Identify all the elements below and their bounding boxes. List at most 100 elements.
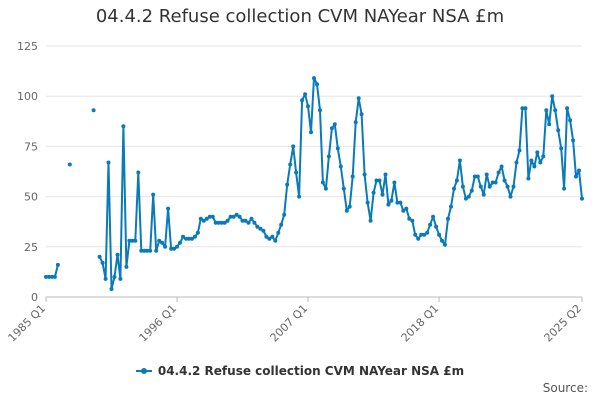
data-point	[288, 162, 293, 167]
data-point	[481, 192, 486, 197]
data-point	[338, 164, 343, 169]
data-point	[181, 234, 185, 239]
data-point	[440, 238, 444, 243]
data-point	[344, 208, 349, 213]
data-point	[297, 194, 302, 199]
data-point	[574, 174, 578, 179]
data-point	[410, 218, 415, 223]
data-point	[237, 214, 242, 219]
data-point	[428, 222, 433, 227]
data-point	[100, 260, 105, 265]
data-point	[320, 180, 325, 185]
data-point	[356, 96, 361, 101]
data-point	[216, 220, 221, 225]
data-point	[553, 108, 558, 113]
data-point	[151, 192, 156, 197]
data-point	[359, 112, 364, 117]
data-point	[189, 236, 194, 241]
data-point	[50, 274, 54, 279]
data-point	[446, 216, 450, 221]
data-point	[544, 108, 549, 113]
data-point	[389, 198, 394, 203]
data-point	[526, 176, 531, 181]
x-tick-label: 2025 Q2	[542, 302, 585, 345]
data-point	[219, 220, 224, 225]
data-point	[118, 276, 123, 281]
x-tick-label: 2018 Q1	[399, 302, 442, 345]
data-point	[520, 106, 525, 111]
data-point	[413, 232, 418, 237]
data-point	[407, 216, 412, 221]
data-point	[109, 287, 114, 291]
data-point	[127, 238, 132, 243]
legend-label: 04.4.2 Refuse collection CVM NAYear NSA …	[157, 364, 465, 378]
data-point	[282, 212, 287, 217]
data-point	[347, 204, 352, 209]
data-point	[276, 230, 281, 235]
data-point	[270, 234, 275, 239]
data-point	[419, 232, 424, 237]
data-point	[192, 234, 197, 239]
data-point	[535, 150, 540, 155]
data-point	[291, 144, 296, 149]
data-point	[487, 184, 492, 189]
data-point	[136, 170, 141, 175]
data-point	[571, 138, 576, 143]
data-point	[496, 170, 501, 175]
y-tick-label: 125	[17, 40, 38, 53]
data-point	[341, 186, 346, 191]
data-point	[264, 234, 269, 239]
data-point	[157, 238, 162, 243]
data-point	[484, 172, 489, 177]
data-point	[362, 172, 367, 177]
data-point	[166, 206, 171, 211]
data-point	[550, 94, 555, 99]
data-point	[383, 172, 388, 177]
data-point	[145, 248, 150, 253]
data-point	[335, 146, 340, 151]
data-point	[353, 120, 358, 125]
data-point	[225, 218, 230, 223]
data-point	[434, 224, 439, 229]
data-point	[350, 174, 355, 179]
data-point	[380, 192, 385, 197]
data-point	[559, 146, 564, 151]
data-point	[315, 82, 319, 87]
data-point	[249, 216, 254, 221]
data-point	[460, 184, 465, 189]
data-point	[246, 220, 251, 225]
data-point	[416, 236, 421, 241]
legend[interactable]: 04.4.2 Refuse collection CVM NAYear NSA …	[0, 364, 600, 378]
data-point	[115, 252, 120, 257]
x-tick-label: 1985 Q1	[6, 302, 49, 345]
data-point	[469, 188, 474, 193]
data-point	[213, 220, 218, 225]
data-point	[154, 248, 159, 253]
data-point	[478, 184, 483, 189]
data-point	[365, 200, 370, 205]
data-point	[493, 180, 498, 185]
source-label: Source:	[542, 381, 588, 395]
data-point	[133, 238, 138, 243]
data-point	[443, 242, 447, 247]
data-point	[303, 92, 308, 97]
data-point	[255, 224, 260, 229]
data-point	[163, 244, 168, 249]
data-point	[44, 274, 48, 279]
data-point	[404, 206, 409, 211]
series-line	[98, 77, 583, 290]
data-point	[475, 174, 480, 179]
data-point	[252, 220, 257, 225]
data-point	[326, 154, 331, 159]
data-point	[222, 220, 227, 225]
data-point	[472, 174, 477, 179]
data-point	[556, 128, 561, 133]
data-point	[318, 108, 322, 113]
data-point	[279, 222, 284, 227]
data-point	[437, 232, 442, 237]
data-point	[231, 214, 236, 219]
data-point	[285, 182, 290, 187]
data-point	[398, 200, 403, 205]
data-point	[184, 236, 188, 241]
data-point	[547, 122, 552, 127]
